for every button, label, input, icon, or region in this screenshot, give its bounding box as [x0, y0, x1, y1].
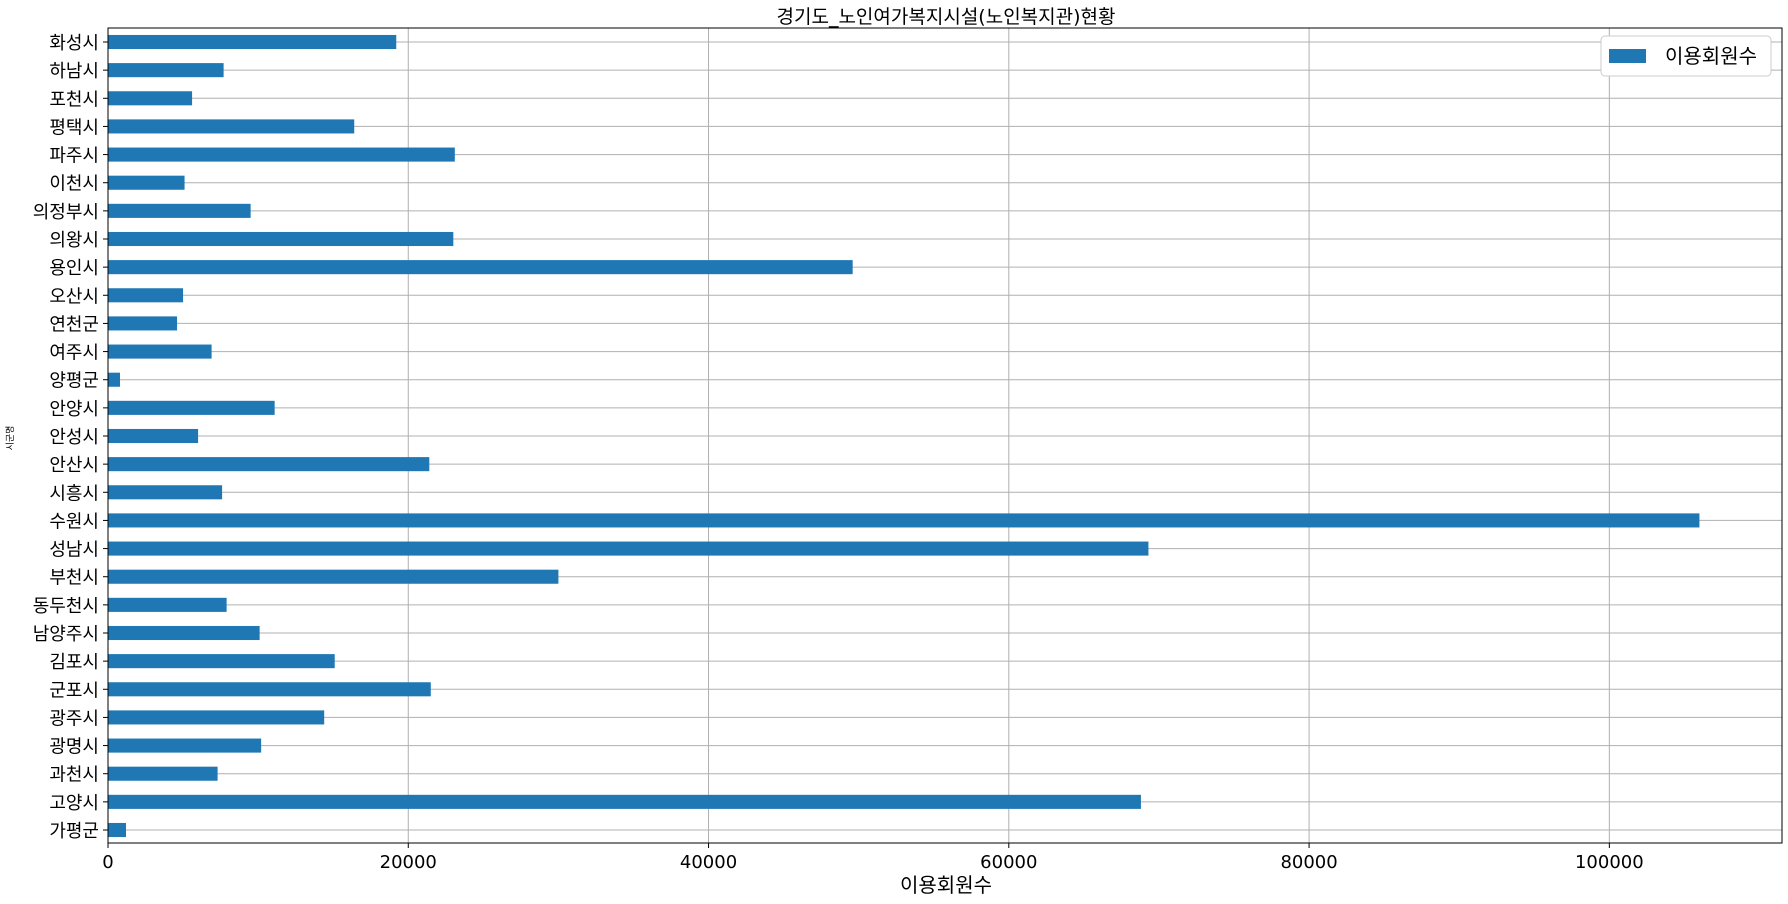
y-tick-label: 부천시 — [49, 568, 99, 589]
y-tick-label: 수원시 — [49, 511, 99, 532]
bar-의왕시 — [108, 231, 454, 247]
bar-부천시 — [108, 569, 559, 584]
bar-안양시 — [108, 400, 275, 415]
bar-동두천시 — [108, 597, 227, 612]
y-tick-label: 김포시 — [49, 652, 99, 673]
x-tick-label: 0 — [102, 852, 113, 873]
bar-화성시 — [108, 34, 397, 50]
plot-frame — [107, 27, 1783, 844]
x-tick-label: 80000 — [1280, 852, 1337, 873]
legend: 이용회원수 — [1600, 35, 1772, 77]
bar-광명시 — [108, 738, 262, 753]
y-tick-label: 성남시 — [49, 540, 99, 561]
x-tick-label: 60000 — [980, 852, 1037, 873]
y-tick-label: 연천군 — [49, 314, 99, 335]
legend-swatch — [1609, 49, 1646, 63]
y-tick-label: 이천시 — [49, 174, 99, 195]
legend-frame — [1600, 35, 1772, 77]
chart-title: 경기도_노인여가복지시설(노인복지관)현황 — [777, 6, 1116, 28]
y-tick-label: 포천시 — [49, 89, 99, 110]
bars — [108, 34, 1700, 838]
bar-용인시 — [108, 260, 853, 275]
x-tick-label: 100000 — [1575, 852, 1644, 873]
bar-연천군 — [108, 316, 178, 331]
bar-하남시 — [108, 63, 224, 78]
bar-광주시 — [108, 710, 325, 725]
bar-김포시 — [108, 654, 335, 669]
bar-양평군 — [108, 372, 121, 387]
x-axis-ticks: 0 20000 40000 60000 80000 100000 — [102, 843, 1644, 873]
bar-여주시 — [108, 344, 212, 359]
y-tick-label: 시흥시 — [49, 483, 99, 504]
bar-이천시 — [108, 175, 185, 190]
y-tick-label: 양평군 — [49, 371, 99, 392]
y-tick-label: 광주시 — [49, 708, 99, 729]
y-tick-label: 하남시 — [49, 61, 99, 82]
y-tick-label: 의정부시 — [33, 202, 99, 223]
y-tick-label: 여주시 — [49, 343, 99, 364]
bar-고양시 — [108, 794, 1141, 809]
bar-오산시 — [108, 288, 184, 303]
y-axis-title: 시군명 — [5, 426, 16, 451]
y-axis-labels: 가평군 고양시 과천시 광명시 광주시 군포시 김포시 남양주시 동두천시 부천시 성남시 수원시 시흥… — [33, 33, 108, 842]
bar-평택시 — [108, 119, 355, 134]
x-axis-title: 이용회원수 — [900, 873, 992, 897]
y-tick-label: 남양주시 — [33, 624, 99, 645]
bar-성남시 — [108, 541, 1149, 556]
y-tick-label: 평택시 — [49, 117, 99, 138]
y-tick-label: 용인시 — [49, 258, 99, 279]
bar-포천시 — [108, 91, 193, 106]
y-tick-label: 안산시 — [49, 455, 99, 476]
y-tick-label: 동두천시 — [33, 596, 99, 617]
bar-안산시 — [108, 457, 430, 472]
bar-의정부시 — [108, 203, 251, 218]
x-tick-label: 40000 — [680, 852, 737, 873]
bar-파주시 — [108, 147, 455, 162]
y-tick-label: 의왕시 — [49, 230, 99, 251]
legend-label: 이용회원수 — [1665, 44, 1757, 68]
y-tick-label: 안성시 — [49, 427, 99, 448]
bar-남양주시 — [108, 625, 260, 641]
y-tick-label: 오산시 — [49, 286, 99, 307]
x-tick-label: 20000 — [380, 852, 437, 873]
y-tick-label: 화성시 — [49, 33, 99, 54]
y-tick-label: 가평군 — [49, 821, 99, 842]
y-tick-label: 안양시 — [49, 399, 99, 420]
bar-가평군 — [108, 822, 127, 838]
y-tick-label: 과천시 — [49, 765, 99, 786]
bar-안성시 — [108, 428, 199, 444]
bar-군포시 — [108, 682, 431, 697]
y-tick-label: 고양시 — [49, 793, 99, 814]
bar-과천시 — [108, 766, 218, 781]
y-tick-label: 군포시 — [49, 680, 99, 701]
bar-수원시 — [108, 513, 1700, 528]
bar-시흥시 — [108, 485, 223, 500]
y-tick-label: 파주시 — [49, 146, 99, 167]
y-tick-label: 광명시 — [49, 737, 99, 758]
